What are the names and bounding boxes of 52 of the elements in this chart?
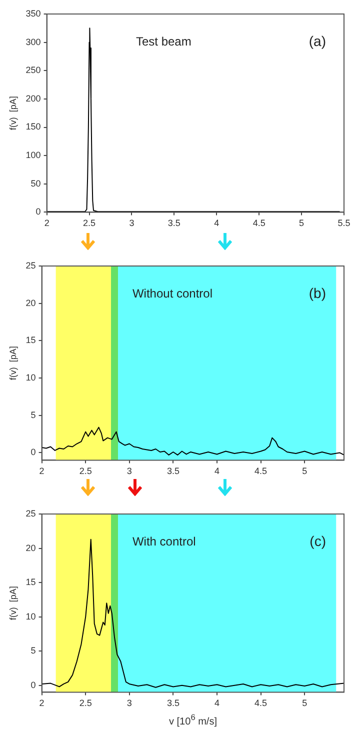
y-tick-label: 200: [26, 93, 41, 104]
y-axis-title: f(v) [pA]: [8, 586, 18, 620]
annotation: (b): [308, 284, 326, 301]
x-tick-label: 5: [299, 218, 304, 228]
y-tick-label: 0: [30, 680, 36, 690]
x-tick-label: 3: [126, 698, 132, 708]
x-tick-label: 2: [44, 218, 50, 228]
y-tick-label: 5: [30, 646, 36, 656]
x-tick-label: 2: [39, 698, 44, 708]
y-tick-label: 25: [26, 508, 36, 518]
y-tick-label: 25: [26, 260, 36, 270]
y-tick-label: 10: [26, 372, 36, 383]
y-tick-label: 15: [26, 577, 36, 588]
y-tick-label: 250: [26, 65, 41, 76]
x-tick-label: 3.5: [168, 218, 180, 228]
x-tick-label: 5: [302, 698, 308, 708]
x-tick-label: 4.5: [254, 698, 268, 708]
y-tick-label: 150: [26, 122, 41, 132]
y-tick-label: 20: [26, 298, 36, 308]
y-tick-label: 50: [30, 178, 41, 188]
x-tick-label: 4: [214, 698, 220, 708]
x-tick-label: 2.5: [83, 218, 96, 228]
y-tick-label: 0: [30, 447, 36, 458]
x-tick-label: 5: [302, 466, 308, 476]
x-tick-label: 4: [214, 218, 220, 228]
x-tick-label: 4: [214, 466, 220, 476]
x-tick-label: 3.5: [166, 466, 180, 476]
x-tick-label: 4.5: [254, 466, 268, 476]
annotation: With control: [132, 534, 196, 548]
y-tick-label: 15: [26, 335, 36, 346]
x-tick-label: 5.5: [338, 218, 350, 228]
y-tick-label: 10: [26, 611, 36, 622]
x-tick-label: 3.5: [166, 698, 180, 708]
y-tick-label: 0: [36, 206, 41, 217]
y-axis-title: f(v) [pA]: [8, 96, 18, 130]
annotation: (c): [310, 532, 326, 549]
x-tick-label: 3: [126, 466, 132, 476]
y-tick-label: 100: [26, 150, 41, 160]
annotation: (a): [308, 32, 326, 49]
x-tick-label: 2: [39, 466, 44, 476]
x-tick-label: 2.5: [79, 698, 92, 708]
x-axis-title: v [10$^{6}$ m/s]: [168, 712, 218, 728]
y-tick-label: 20: [26, 542, 36, 553]
x-tick-label: 3: [129, 218, 134, 228]
y-tick-label: 5: [30, 410, 36, 420]
x-tick-label: 2.5: [79, 466, 92, 476]
y-tick-label: 300: [26, 36, 41, 47]
annotation: Test beam: [136, 34, 192, 48]
x-tick-label: 4.5: [252, 218, 266, 228]
y-axis-title: f(v) [pA]: [8, 346, 18, 380]
annotation: Without control: [132, 286, 213, 300]
y-tick-label: 350: [26, 8, 41, 18]
